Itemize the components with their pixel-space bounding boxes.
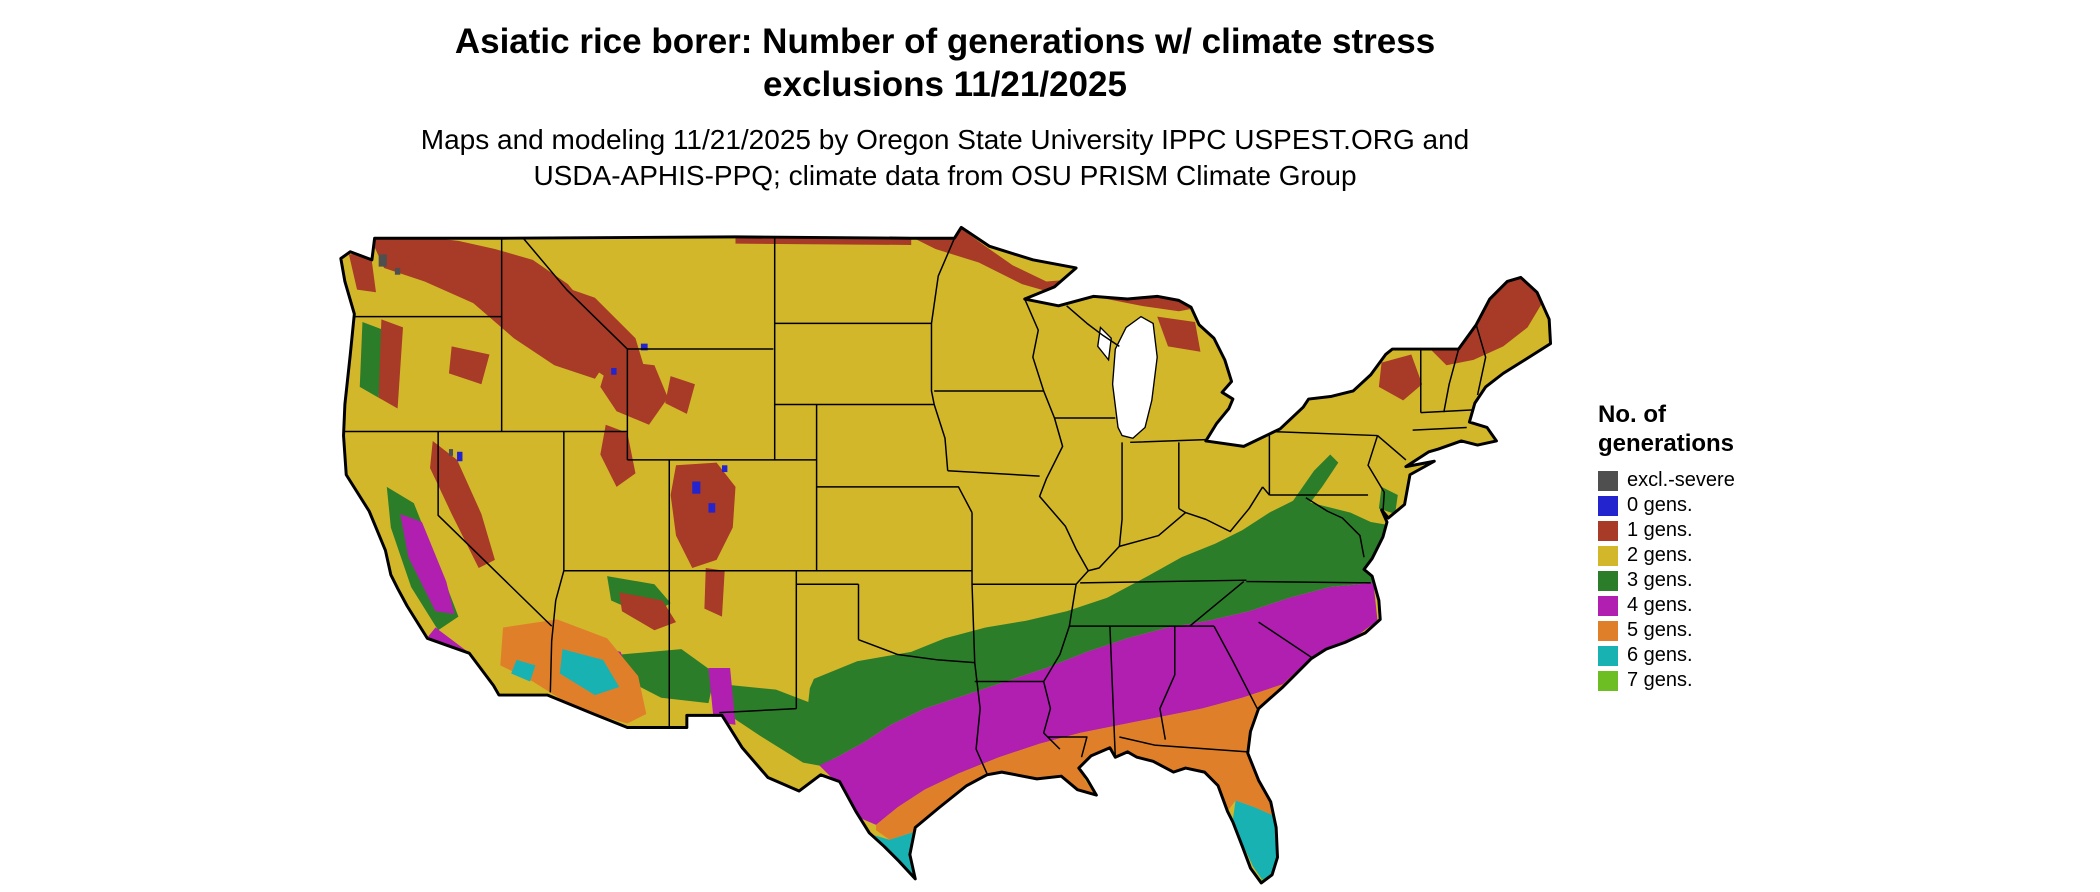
map-title-line1: Asiatic rice borer: Number of generation… — [454, 22, 1436, 61]
legend-swatch-7-gens — [1598, 670, 1618, 691]
legend-item: 3 gens. — [1598, 568, 1735, 593]
legend-label: 3 gens. — [1627, 569, 1693, 591]
map-subtitle-line2: USDA-APHIS-PPQ; climate data from OSU PR… — [533, 160, 1357, 191]
legend-label: 1 gens. — [1627, 519, 1693, 541]
legend-title-line2: generations — [1598, 430, 1735, 457]
legend-item: 2 gens. — [1598, 543, 1735, 568]
legend-swatch-4-gens — [1598, 595, 1618, 616]
map-subtitle-line1: Maps and modeling 11/21/2025 by Oregon S… — [420, 124, 1470, 155]
legend-swatch-2-gens — [1598, 545, 1618, 566]
legend-label: 4 gens. — [1627, 594, 1693, 616]
legend-label: 6 gens. — [1627, 644, 1693, 666]
legend-label: 5 gens. — [1627, 619, 1693, 641]
legend: No. of generations excl.-severe 0 gens. … — [1598, 400, 1735, 693]
legend-item: excl.-severe — [1598, 468, 1735, 493]
legend-item: 5 gens. — [1598, 618, 1735, 643]
legend-swatch-6-gens — [1598, 645, 1618, 666]
legend-swatch-0-gens — [1598, 495, 1618, 516]
region-3-gens — [359, 322, 1398, 769]
map-title: Asiatic rice borer: Number of generation… — [0, 20, 1890, 106]
legend-item: 7 gens. — [1598, 668, 1735, 693]
legend-label: 0 gens. — [1627, 494, 1693, 516]
legend-swatch-1-gens — [1598, 520, 1618, 541]
lake-michigan — [1097, 315, 1158, 440]
legend-label: 7 gens. — [1627, 669, 1693, 691]
map-subtitle: Maps and modeling 11/21/2025 by Oregon S… — [0, 122, 1890, 194]
legend-label: 2 gens. — [1627, 544, 1693, 566]
legend-item: 6 gens. — [1598, 643, 1735, 668]
legend-item: 4 gens. — [1598, 593, 1735, 618]
legend-title-line1: No. of — [1598, 401, 1666, 428]
region-0-gens — [457, 343, 728, 513]
map-title-line2: exclusions 11/21/2025 — [763, 65, 1127, 104]
us-generations-map — [339, 225, 1553, 885]
legend-swatch-excl-severe — [1598, 470, 1618, 491]
legend-swatch-3-gens — [1598, 570, 1618, 591]
legend-swatch-5-gens — [1598, 620, 1618, 641]
legend-title: No. of generations — [1598, 400, 1735, 458]
legend-item: 0 gens. — [1598, 493, 1735, 518]
region-excl-severe — [378, 254, 454, 456]
legend-item: 1 gens. — [1598, 518, 1735, 543]
state-borders — [343, 237, 1487, 774]
legend-label: excl.-severe — [1627, 469, 1735, 491]
